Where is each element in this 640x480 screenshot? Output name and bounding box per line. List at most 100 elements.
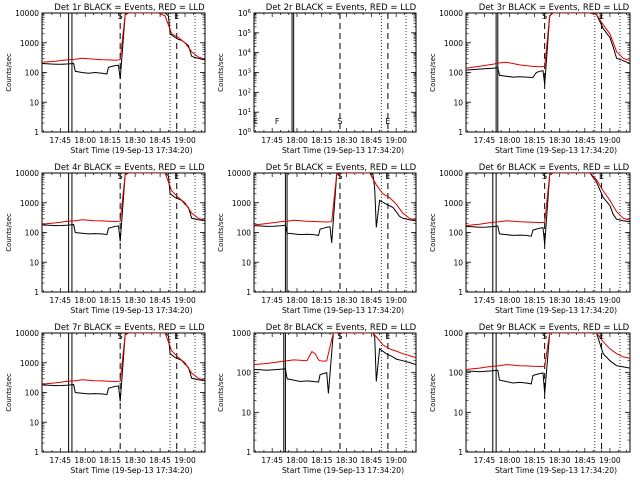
y-axis-label: Counts/sec — [429, 373, 437, 412]
x-tick-label: 17:45 — [49, 456, 71, 465]
event-marker-label: S — [118, 332, 123, 341]
y-tick-label: 1 — [246, 448, 251, 457]
event-marker-label: S — [118, 172, 123, 181]
x-tick-label: 19:00 — [385, 136, 407, 145]
x-tick-label: 17:45 — [49, 296, 71, 305]
x-tick-label: 18:00 — [74, 136, 96, 145]
x-tick-label: 18:30 — [336, 456, 358, 465]
y-tick-label: 1000 — [20, 39, 39, 48]
series-lld-line — [42, 13, 205, 63]
event-marker-label: S — [542, 172, 547, 181]
x-tick-label: 17:45 — [261, 136, 283, 145]
panel-title: Det 2r BLACK = Events, RED = LLD — [266, 3, 417, 13]
x-axis-label: Start Time (19-Sep-13 17:34:20) — [495, 466, 617, 475]
x-tick-label: 18:00 — [286, 456, 308, 465]
x-tick-label: 19:00 — [599, 456, 621, 465]
x-tick-label: 18:00 — [286, 136, 308, 145]
x-tick-label: 18:00 — [499, 296, 521, 305]
y-tick-label: 100 — [449, 229, 464, 238]
x-tick-label: 18:15 — [311, 296, 333, 305]
x-tick-label: 19:00 — [174, 296, 196, 305]
panel-7: 1 10 100 1000 10000 17:45 18:00 18:15 18:30 18:45… — [5, 323, 206, 475]
panel-4: 1 10 100 1000 10000 17:45 18:00 18:15 18:30 18:45… — [5, 163, 206, 315]
y-axis-label: Counts/sec — [217, 373, 225, 412]
plot-frame — [465, 332, 631, 453]
x-axis-label: Start Time (19-Sep-13 17:34:20) — [495, 146, 617, 155]
y-tick-label: 1 — [34, 448, 39, 457]
x-tick-label: 18:30 — [124, 296, 146, 305]
x-tick-label: 19:00 — [174, 136, 196, 145]
x-tick-label: 18:30 — [336, 296, 358, 305]
event-marker-label: E — [385, 172, 390, 181]
y-tick-label: 10000 — [15, 329, 39, 338]
y-tick-label: 100 — [25, 229, 40, 238]
y-tick-label: 10000 — [439, 9, 463, 18]
y-tick-label: 100 — [449, 369, 464, 378]
panel-title: Det 4r BLACK = Events, RED = LLD — [54, 163, 205, 173]
series-events-line — [466, 173, 630, 245]
event-marker-label: S — [542, 12, 547, 21]
x-tick-label: 18:15 — [311, 456, 333, 465]
y-tick-label: 100 — [238, 128, 252, 137]
panel-9: 1 10 100 1000 17:45 18:00 18:15 18:30 18:45 19:00… — [429, 323, 631, 475]
x-tick-label: 18:15 — [99, 296, 121, 305]
x-tick-label: 18:15 — [524, 296, 546, 305]
y-tick-label: 10000 — [439, 169, 463, 178]
panel-3: 1 10 100 1000 10000 17:45 18:00 18:15 18:30 18:45… — [429, 3, 631, 155]
x-tick-label: 18:00 — [286, 296, 308, 305]
series-events-line — [42, 333, 205, 402]
x-tick-label: 18:00 — [74, 456, 96, 465]
event-marker-label: S — [542, 332, 547, 341]
x-tick-label: 17:45 — [261, 296, 283, 305]
x-tick-label: 19:00 — [174, 456, 196, 465]
x-tick-label: 17:45 — [474, 136, 496, 145]
y-tick-label: 1 — [458, 448, 463, 457]
y-tick-label: 100 — [237, 229, 252, 238]
series-lld-line — [254, 173, 416, 226]
x-axis-label: Start Time (19-Sep-13 17:34:20) — [282, 466, 404, 475]
series-lld-line — [42, 333, 205, 385]
y-tick-label: 1000 — [20, 359, 39, 368]
y-tick-label: 10 — [453, 258, 463, 267]
y-tick-label: 10 — [29, 418, 39, 427]
x-tick-label: 18:30 — [336, 136, 358, 145]
y-tick-label: 1000 — [232, 329, 251, 338]
event-marker-label: E — [253, 117, 258, 126]
y-tick-label: 10 — [29, 98, 39, 107]
x-tick-label: 18:45 — [361, 296, 383, 305]
x-axis-label: Start Time (19-Sep-13 17:34:20) — [71, 466, 193, 475]
panel-title: Det 5r BLACK = Events, RED = LLD — [266, 163, 417, 173]
x-tick-label: 18:30 — [124, 456, 146, 465]
y-tick-label: 10 — [29, 258, 39, 267]
x-tick-label: 18:45 — [149, 136, 171, 145]
event-marker-label: E — [385, 117, 390, 126]
y-axis-label: Counts/sec — [5, 213, 13, 252]
x-tick-label: 17:45 — [49, 136, 71, 145]
series-lld-line — [466, 13, 630, 69]
y-axis-label: Counts/sec — [429, 213, 437, 252]
event-marker-label: F — [275, 117, 280, 126]
y-axis-label: Counts/sec — [217, 213, 225, 252]
x-tick-label: 18:00 — [499, 136, 521, 145]
x-tick-label: 18:15 — [99, 456, 121, 465]
x-tick-label: 17:45 — [474, 456, 496, 465]
x-tick-label: 18:30 — [124, 136, 146, 145]
series-events-line — [466, 333, 630, 394]
y-tick-label: 10000 — [15, 9, 39, 18]
x-tick-label: 18:45 — [361, 456, 383, 465]
y-tick-label: 10 — [453, 408, 463, 417]
y-tick-label: 1000 — [444, 199, 463, 208]
y-tick-label: 10000 — [227, 169, 251, 178]
panel-2: 100 101 102 103 104 105 106 17:45 18:00 18:15 18:3… — [217, 3, 417, 155]
series-lld-line — [466, 173, 630, 227]
event-marker-label: E — [599, 12, 604, 21]
x-tick-label: 19:00 — [599, 136, 621, 145]
y-tick-label: 100 — [237, 369, 252, 378]
event-marker-label: E — [385, 332, 390, 341]
panel-title: Det 6r BLACK = Events, RED = LLD — [479, 163, 630, 173]
y-tick-label: 1 — [246, 288, 251, 297]
y-tick-label: 10 — [241, 258, 251, 267]
x-tick-label: 18:30 — [549, 456, 571, 465]
x-tick-label: 18:45 — [361, 136, 383, 145]
series-events-line — [466, 13, 630, 85]
